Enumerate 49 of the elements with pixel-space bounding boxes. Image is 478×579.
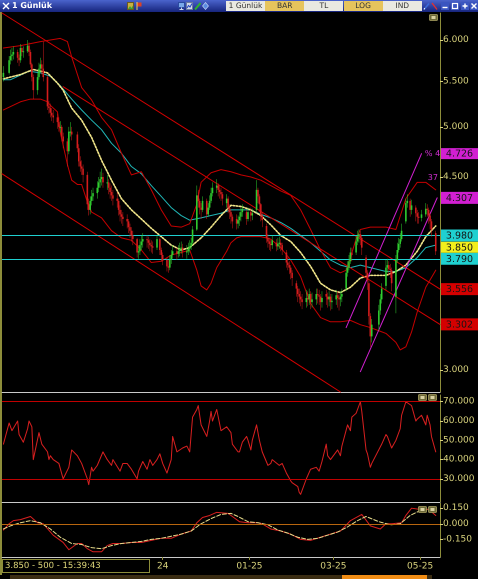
ref-line-label: 3.790 xyxy=(446,254,474,265)
candlestick xyxy=(335,290,337,305)
candlestick xyxy=(351,248,353,262)
data-label: 3.556 xyxy=(446,284,474,296)
candlestick xyxy=(341,288,343,302)
x-tick-label: 05-25 xyxy=(407,562,434,572)
y-tick-label: -0.150 xyxy=(443,534,472,544)
ref-line-label: 3.980 xyxy=(446,230,474,242)
text: 3.850 - 500 - 15:39:43 xyxy=(2,559,150,573)
candlestick xyxy=(2,66,4,82)
candlestick xyxy=(409,198,411,217)
annotation: % 4 xyxy=(424,148,440,158)
y-tick-label: 30.000 xyxy=(443,474,475,484)
data-label: 4.307 xyxy=(446,192,474,204)
y-tick-label: 70.000 xyxy=(443,396,475,407)
candlestick xyxy=(236,214,238,230)
y-tick-label: 5.000 xyxy=(443,122,470,132)
y-tick-label: 0.000 xyxy=(443,518,470,529)
candlestick xyxy=(178,242,181,256)
y-tick-label: 3.000 xyxy=(443,365,470,376)
y-tick-label: 60.000 xyxy=(443,416,475,426)
x-tick-label: 01-25 xyxy=(236,562,263,572)
candlestick xyxy=(16,50,18,63)
y-tick-label: 50.000 xyxy=(443,435,475,446)
y-tick-label: 5.500 xyxy=(443,76,470,86)
candlestick xyxy=(156,235,158,250)
candlestick xyxy=(251,208,254,220)
annotation: 3.850 xyxy=(446,242,474,254)
line-series xyxy=(2,401,436,495)
data-label: 3.302 xyxy=(446,319,474,330)
annotation: 4.726 xyxy=(446,148,474,160)
candlestick xyxy=(315,288,318,305)
candlestick xyxy=(152,241,154,254)
y-tick-label: 4.500 xyxy=(443,172,470,182)
annotation: 37 xyxy=(428,172,438,182)
y-tick-label: 0.150 xyxy=(443,503,470,514)
candlestick xyxy=(132,230,134,246)
candlestick xyxy=(206,198,208,220)
chart-title: 1 Günlük xyxy=(12,0,52,12)
x-tick-label: 24 xyxy=(156,562,169,572)
x-tick-label: 03-25 xyxy=(320,562,346,572)
candlestick xyxy=(136,238,138,258)
y-tick-label: 6.000 xyxy=(443,35,470,45)
y-tick-label: 40.000 xyxy=(443,454,475,465)
candlestick xyxy=(434,230,437,256)
candlestick xyxy=(420,210,422,222)
line-series xyxy=(2,98,436,350)
candlestick xyxy=(42,42,44,82)
candlestick xyxy=(226,194,228,208)
